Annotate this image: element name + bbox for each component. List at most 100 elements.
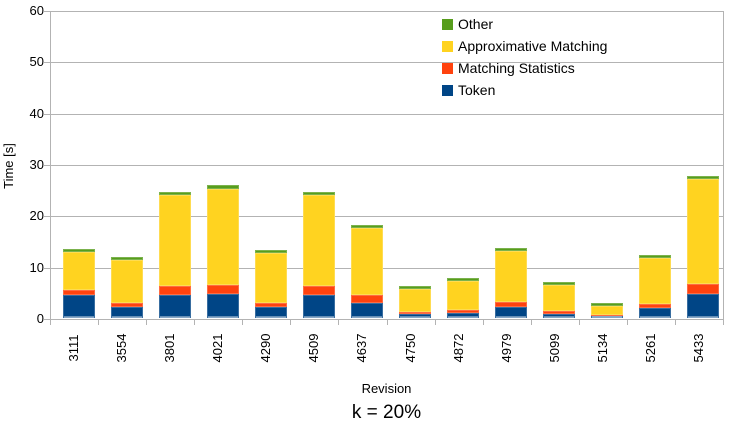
bar-segment-matching-statistics: [447, 310, 480, 314]
bar-4872: [447, 277, 480, 319]
x-tick-mark: [338, 319, 340, 325]
bar-segment-token: [254, 307, 287, 318]
x-tick-mark: [723, 319, 724, 325]
bar-segment-token: [206, 294, 239, 318]
legend-item-token: Token: [442, 79, 607, 101]
x-axis-tick-label: 5261: [642, 333, 658, 363]
bar-segment-matching-statistics: [639, 303, 672, 309]
gridline: [50, 62, 723, 64]
y-tick-mark: [44, 62, 50, 64]
x-axis-tick-label: 3801: [162, 333, 178, 363]
bar-segment-token: [687, 293, 720, 318]
legend-item-other: Other: [442, 13, 607, 35]
bar-segment-matching-statistics: [302, 286, 335, 295]
bar-segment-approximative-matching: [447, 281, 480, 311]
y-tick-mark: [44, 216, 50, 218]
bar-segment-approximative-matching: [254, 253, 287, 303]
bar-segment-token: [302, 294, 335, 318]
bar-segment-approximative-matching: [591, 305, 624, 316]
legend-label: Approximative Matching: [458, 37, 608, 54]
legend-swatch-icon: [442, 62, 453, 74]
x-tick-mark: [386, 319, 388, 325]
legend-swatch-icon: [442, 18, 453, 30]
bar-segment-token: [591, 316, 624, 318]
bar-segment-approximative-matching: [639, 257, 672, 304]
bar-segment-matching-statistics: [158, 285, 191, 295]
legend-item-matching-statistics: Matching Statistics: [442, 57, 607, 79]
bar-segment-token: [495, 306, 528, 318]
bar-5099: [543, 281, 576, 319]
x-tick-mark: [530, 319, 532, 325]
bar-segment-other: [302, 191, 335, 195]
x-tick-mark: [50, 319, 51, 325]
x-axis-tick-label: 5433: [690, 333, 706, 363]
y-axis-tick-label: 0: [36, 311, 44, 326]
chart-subtitle: k = 20%: [351, 402, 422, 423]
bar-segment-other: [110, 256, 143, 260]
bar-3801: [158, 191, 191, 319]
legend-label: Token: [458, 81, 496, 98]
bar-segment-other: [543, 281, 576, 285]
x-tick-mark: [578, 319, 580, 325]
bar-segment-other: [495, 247, 528, 251]
gridline: [50, 113, 723, 115]
x-axis-title: Revision: [361, 381, 412, 396]
gridline: [50, 216, 723, 218]
bar-4637: [350, 225, 383, 318]
bar-segment-approximative-matching: [399, 288, 432, 312]
bar-segment-other: [62, 249, 95, 253]
y-tick-mark: [44, 113, 50, 115]
x-axis-tick-label: 5099: [546, 333, 562, 363]
bar-segment-matching-statistics: [350, 294, 383, 303]
bar-4979: [495, 247, 528, 319]
bar-segment-approximative-matching: [206, 188, 239, 285]
plot-right-border: [723, 11, 724, 319]
x-tick-mark: [290, 319, 292, 325]
bar-4509: [302, 191, 335, 319]
bar-segment-other: [639, 254, 672, 258]
x-tick-mark: [674, 319, 676, 325]
bar-segment-other: [399, 285, 432, 289]
bar-5261: [639, 254, 672, 319]
x-axis-tick-label: 4637: [354, 333, 370, 363]
legend: Other Approximative Matching Matching Stat…: [442, 13, 607, 101]
bar-segment-other: [350, 225, 383, 229]
bar-segment-token: [543, 313, 576, 318]
bar-segment-approximative-matching: [62, 252, 95, 291]
gridline: [50, 11, 723, 12]
bar-segment-other: [447, 277, 480, 282]
x-axis-tick-label: 4021: [210, 333, 226, 363]
x-axis-tick-label: 3111: [66, 334, 82, 362]
gridline: [50, 165, 723, 166]
bar-segment-matching-statistics: [495, 301, 528, 307]
bar-segment-token: [639, 308, 672, 318]
bar-3554: [110, 256, 143, 319]
x-tick-mark: [98, 319, 100, 325]
bar-segment-approximative-matching: [543, 284, 576, 311]
x-tick-mark: [194, 319, 196, 325]
x-axis-tick-label: 4979: [498, 333, 514, 363]
y-axis-tick-label: 20: [29, 208, 44, 224]
x-axis-tick-label: 5134: [594, 333, 610, 363]
bar-segment-other: [254, 250, 287, 254]
y-tick-mark: [44, 165, 50, 166]
x-tick-mark: [434, 319, 436, 325]
bar-segment-matching-statistics: [62, 290, 95, 296]
bar-5433: [687, 175, 720, 319]
y-axis-tick-label: 10: [29, 259, 44, 275]
x-tick-mark: [626, 319, 628, 325]
y-axis-tick-label: 50: [29, 54, 44, 70]
bar-segment-other: [206, 185, 239, 189]
bar-segment-matching-statistics: [399, 311, 432, 315]
x-tick-mark: [482, 319, 484, 325]
x-tick-mark: [242, 319, 244, 325]
bar-segment-approximative-matching: [495, 250, 528, 302]
bar-segment-matching-statistics: [110, 303, 143, 307]
bar-3111: [62, 249, 95, 318]
bar-segment-token: [62, 295, 95, 318]
bar-segment-approximative-matching: [687, 179, 720, 284]
legend-item-approximative-matching: Approximative Matching: [442, 35, 607, 57]
bar-segment-approximative-matching: [158, 194, 191, 286]
legend-swatch-icon: [442, 40, 453, 52]
